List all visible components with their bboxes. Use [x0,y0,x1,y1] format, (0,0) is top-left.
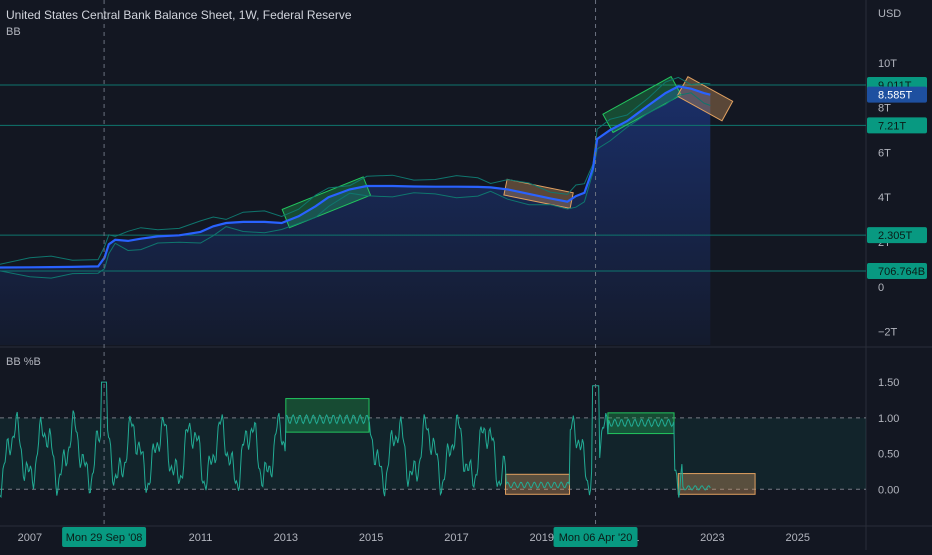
last-price-badge [867,86,927,103]
price-label-text: 7.21T [878,120,906,132]
balance-sheet-line [0,85,711,269]
x-tick-label: 2023 [700,532,724,544]
x-tick-label: 2017 [444,532,468,544]
y-tick-label: −2T [878,327,898,339]
bb-lower-band [0,92,711,279]
axis-unit-label: USD [878,8,901,20]
x-tick-label: 2019 [530,532,554,544]
crosshair-date-box [553,527,638,547]
level-price-badge [867,262,927,279]
y-tick-label: 6T [878,147,891,159]
chart-title: United States Central Bank Balance Sheet… [6,8,352,22]
pctb-line [0,381,711,499]
crosshair-date-box [62,527,147,547]
y-tick-label: 8T [878,103,891,115]
x-tick-label: 2011 [189,532,213,544]
crosshair-date-label: Mon 06 Apr '20 [559,532,633,544]
pctb-y-tick-label: 0.00 [878,484,899,496]
x-tick-label: 2025 [786,532,810,544]
downtrend-highlight-box [503,178,574,209]
x-tick-label: 2007 [18,532,42,544]
level-price-badge [867,117,927,134]
pctb-y-tick-label: 1.00 [878,413,899,425]
price-label-text: 8.585T [878,90,913,102]
crosshair-date-label: Mon 29 Sep '08 [66,532,143,544]
y-tick-label: 0 [878,282,884,294]
y-tick-label: 10T [878,58,897,70]
pctb-y-tick-label: 1.50 [878,377,899,389]
x-tick-label: 2013 [274,532,298,544]
indicator-bb-percent-label: BB %B [6,356,41,368]
y-tick-label: 4T [878,192,891,204]
pctb-high-box [607,412,675,435]
price-label-text: 2.305T [878,230,913,242]
indicator-bb-label: BB [6,26,21,38]
pctb-low-box [677,473,756,495]
bb-upper-band [0,76,711,265]
balance-area-fill [0,86,711,346]
level-price-badge [867,227,927,244]
x-tick-label: 2015 [359,532,383,544]
pctb-y-tick-label: 0.50 [878,449,899,461]
price-label-text: 706.764B [878,266,925,278]
